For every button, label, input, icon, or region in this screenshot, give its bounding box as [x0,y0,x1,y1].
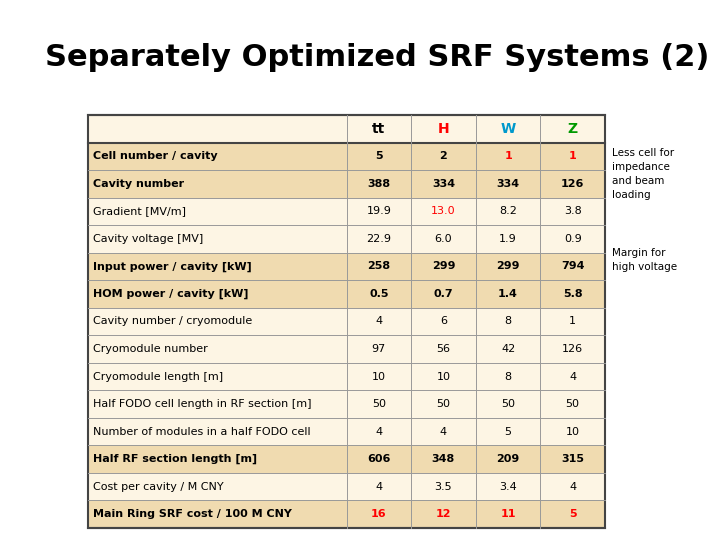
Bar [88,115,605,143]
Text: 56: 56 [436,344,451,354]
Text: 50: 50 [436,399,451,409]
Text: 5: 5 [569,509,577,519]
Text: Margin for
high voltage: Margin for high voltage [612,248,677,272]
Text: 1.9: 1.9 [499,234,517,244]
Text: 8: 8 [505,372,512,382]
Text: 11: 11 [500,509,516,519]
Bar [88,143,605,170]
Text: 0.9: 0.9 [564,234,582,244]
Text: 258: 258 [367,261,390,272]
Text: 1: 1 [504,151,512,161]
Text: 10: 10 [566,427,580,437]
Text: 0.7: 0.7 [433,289,454,299]
Text: 388: 388 [367,179,390,189]
Bar [88,170,605,198]
Text: 50: 50 [566,399,580,409]
Text: 13.0: 13.0 [431,206,456,217]
Bar [88,308,605,335]
Text: 3.5: 3.5 [435,482,452,492]
Text: H: H [438,122,449,136]
Bar [88,501,605,528]
Text: 126: 126 [562,344,583,354]
Text: 348: 348 [432,454,455,464]
Text: 126: 126 [561,179,585,189]
Bar [88,115,605,528]
Text: 50: 50 [501,399,515,409]
Text: 334: 334 [432,179,455,189]
Text: Gradient [MV/m]: Gradient [MV/m] [93,206,186,217]
Text: Main Ring SRF cost / 100 M CNY: Main Ring SRF cost / 100 M CNY [93,509,292,519]
Text: Cavity number / cryomodule: Cavity number / cryomodule [93,316,252,327]
Bar [88,280,605,308]
Text: W: W [500,122,516,136]
Text: 50: 50 [372,399,386,409]
Text: Cavity number: Cavity number [93,179,184,189]
Text: 3.8: 3.8 [564,206,582,217]
Text: 10: 10 [436,372,451,382]
Text: 1.4: 1.4 [498,289,518,299]
Text: 3.4: 3.4 [499,482,517,492]
Text: Separately Optimized SRF Systems (2): Separately Optimized SRF Systems (2) [45,44,709,72]
Text: Input power / cavity [kW]: Input power / cavity [kW] [93,261,252,272]
Text: 4: 4 [440,427,447,437]
Text: 5: 5 [375,151,382,161]
Text: Half FODO cell length in RF section [m]: Half FODO cell length in RF section [m] [93,399,312,409]
Text: 606: 606 [367,454,390,464]
Text: 4: 4 [375,482,382,492]
Text: Cryomodule number: Cryomodule number [93,344,208,354]
Text: Number of modules in a half FODO cell: Number of modules in a half FODO cell [93,427,310,437]
Bar [88,418,605,446]
Bar [88,473,605,501]
Text: Cell number / cavity: Cell number / cavity [93,151,217,161]
Bar [88,446,605,473]
Text: 10: 10 [372,372,386,382]
Text: 6.0: 6.0 [435,234,452,244]
Text: 19.9: 19.9 [366,206,391,217]
Text: 8: 8 [505,316,512,327]
Text: 1: 1 [569,151,577,161]
Bar [88,363,605,390]
Text: 2: 2 [440,151,447,161]
Bar [88,225,605,253]
Text: tt: tt [372,122,385,136]
Text: 299: 299 [496,261,520,272]
Text: 4: 4 [375,427,382,437]
Text: 97: 97 [372,344,386,354]
Text: 1: 1 [570,316,576,327]
Text: 4: 4 [569,372,576,382]
Text: 794: 794 [561,261,585,272]
Text: 299: 299 [432,261,455,272]
Text: 4: 4 [569,482,576,492]
Bar [88,335,605,363]
Text: 6: 6 [440,316,447,327]
Text: 42: 42 [501,344,516,354]
Text: 334: 334 [497,179,520,189]
Text: 5: 5 [505,427,512,437]
Text: 0.5: 0.5 [369,289,389,299]
Text: HOM power / cavity [kW]: HOM power / cavity [kW] [93,289,248,299]
Text: Cavity voltage [MV]: Cavity voltage [MV] [93,234,203,244]
Text: 16: 16 [371,509,387,519]
Text: Cost per cavity / M CNY: Cost per cavity / M CNY [93,482,224,492]
Bar [88,253,605,280]
Text: Less cell for
impedance
and beam
loading: Less cell for impedance and beam loading [612,148,674,200]
Text: 209: 209 [496,454,520,464]
Text: 5.8: 5.8 [563,289,582,299]
Bar [88,390,605,418]
Bar [88,198,605,225]
Text: Cryomodule length [m]: Cryomodule length [m] [93,372,223,382]
Text: 315: 315 [561,454,584,464]
Text: 22.9: 22.9 [366,234,391,244]
Text: Half RF section length [m]: Half RF section length [m] [93,454,257,464]
Text: Z: Z [567,122,577,136]
Text: 8.2: 8.2 [499,206,517,217]
Text: 12: 12 [436,509,451,519]
Text: 4: 4 [375,316,382,327]
